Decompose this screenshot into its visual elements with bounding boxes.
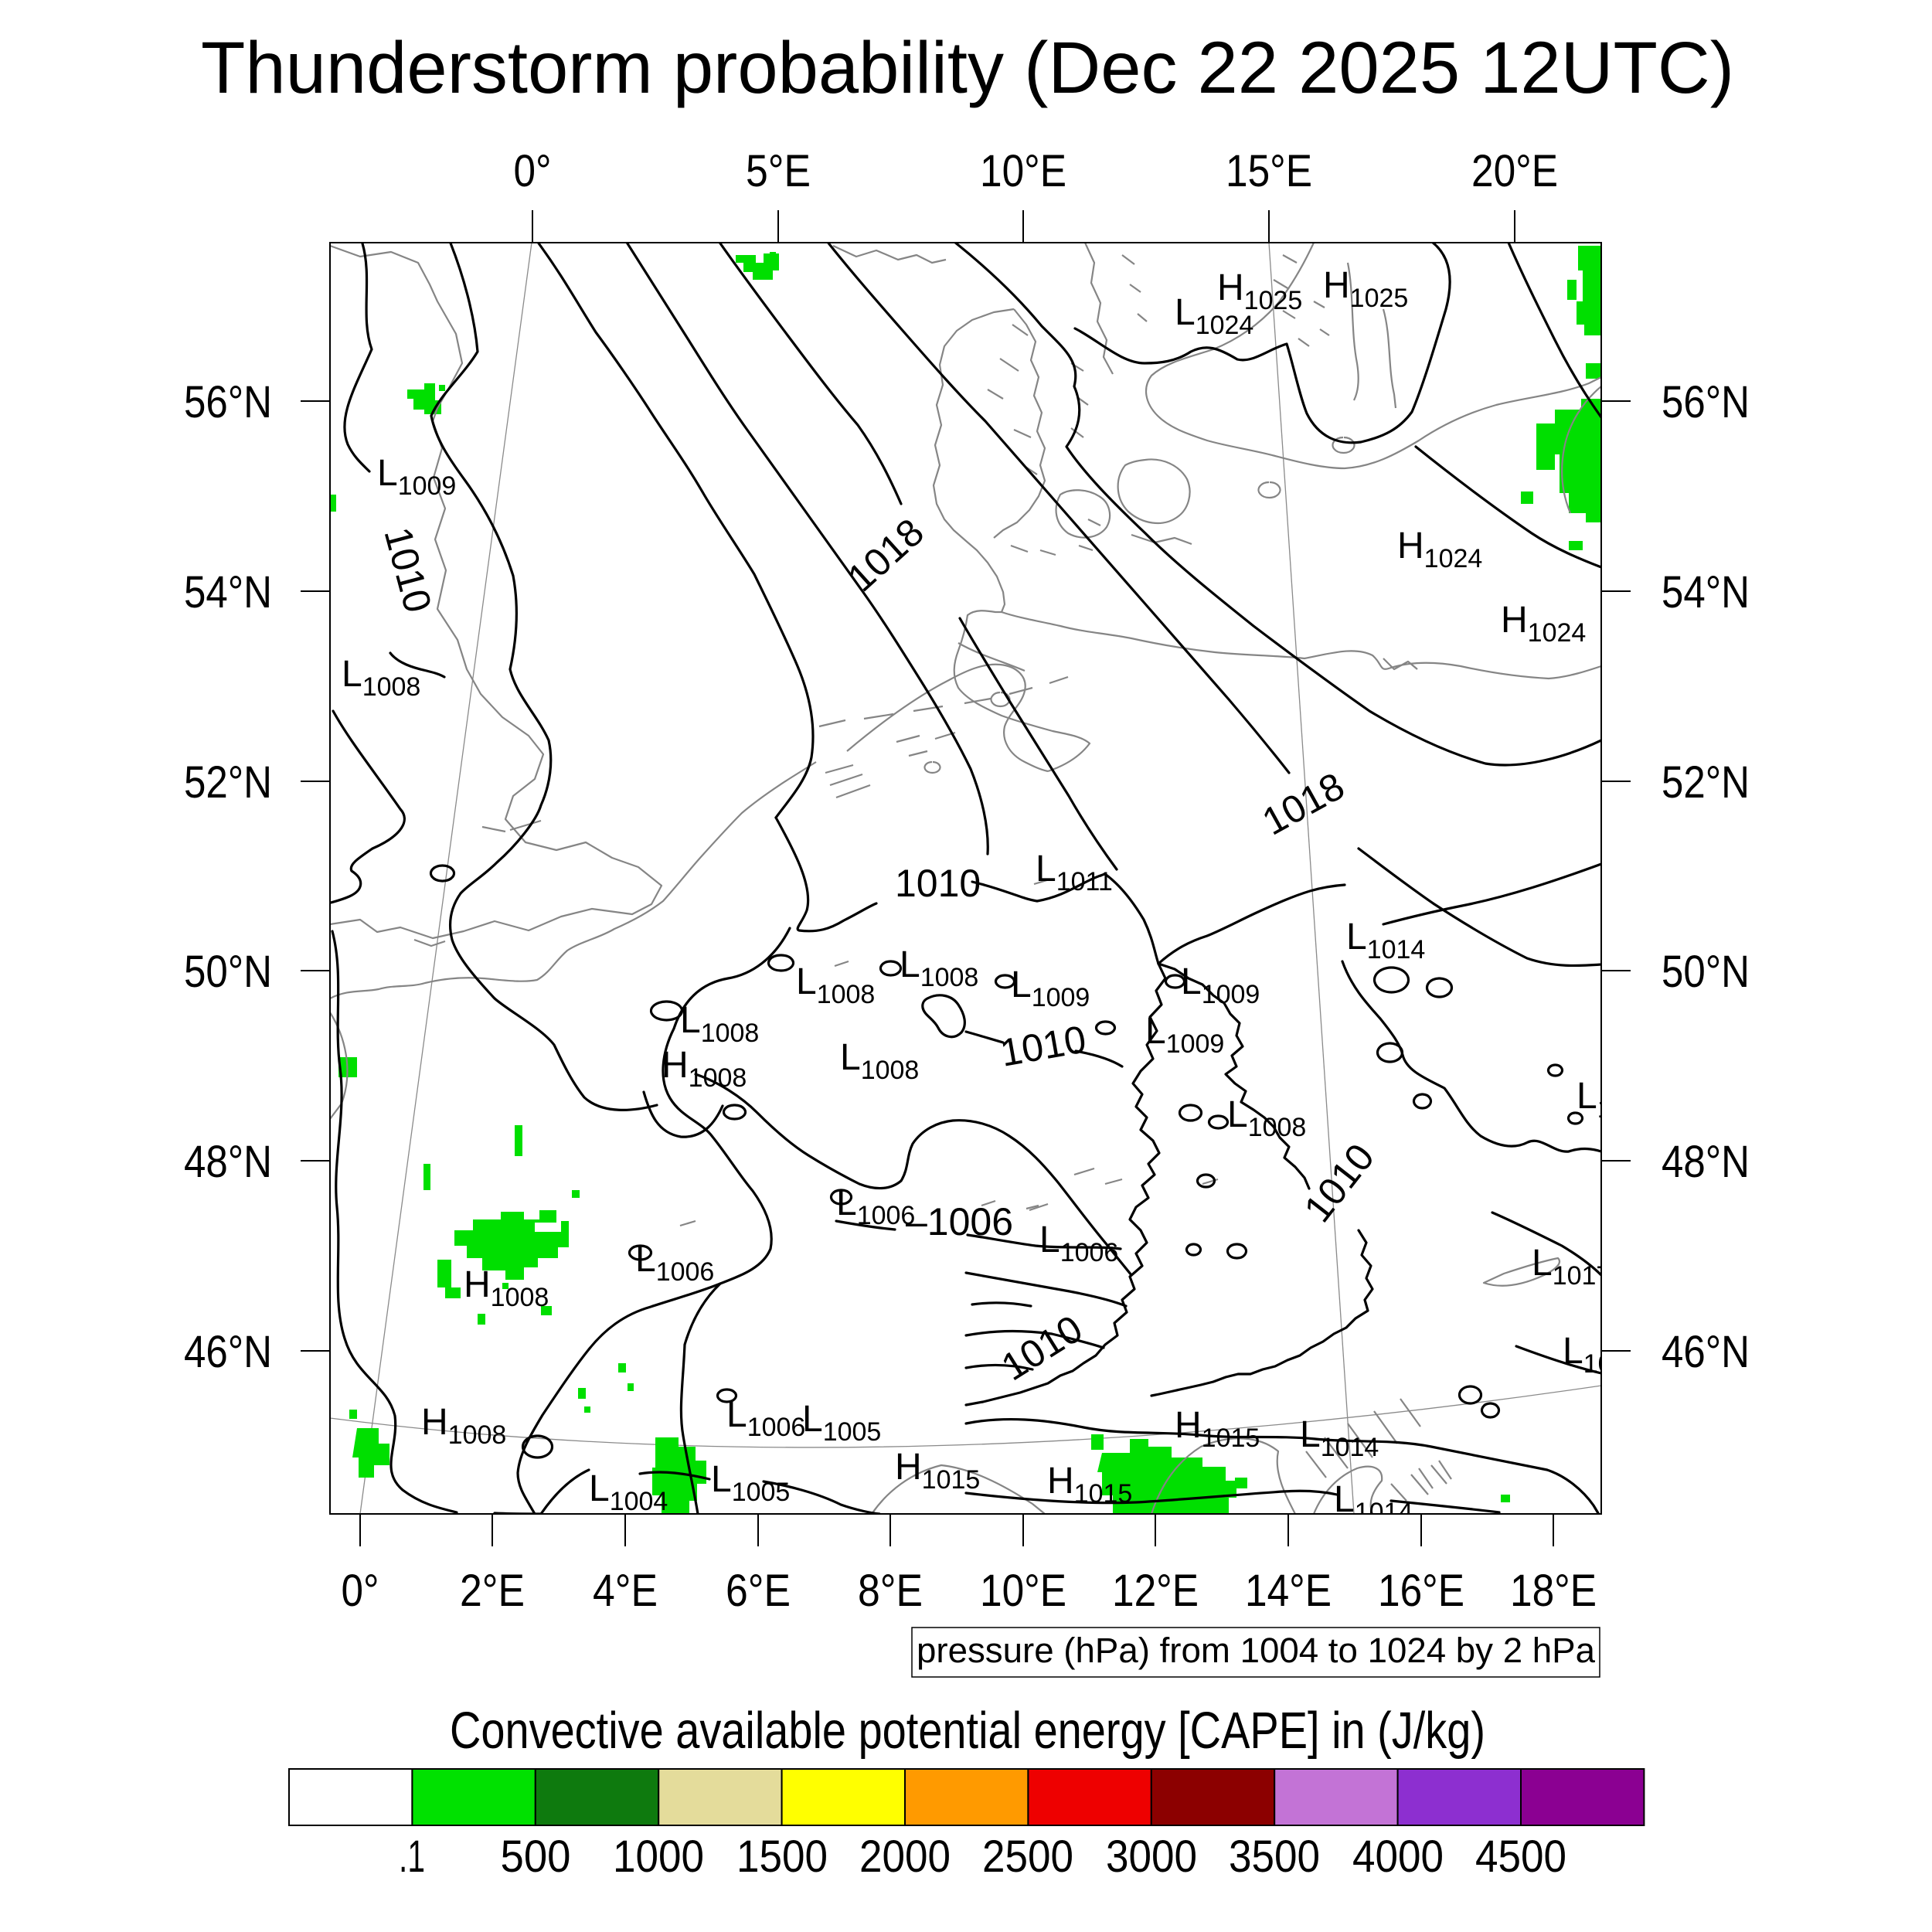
svg-text:1500: 1500: [736, 1832, 828, 1882]
svg-text:500: 500: [501, 1832, 571, 1882]
svg-text:4°E: 4°E: [593, 1566, 658, 1616]
svg-text:52°N: 52°N: [1662, 757, 1750, 808]
svg-text:10°E: 10°E: [980, 146, 1066, 196]
svg-text:48°N: 48°N: [1662, 1137, 1750, 1187]
svg-text:54°N: 54°N: [184, 567, 272, 617]
svg-text:0°: 0°: [514, 146, 552, 196]
svg-text:2°E: 2°E: [460, 1566, 525, 1616]
svg-text:L1014: L1014: [1346, 917, 1425, 964]
svg-text:3500: 3500: [1229, 1832, 1320, 1882]
svg-text:15°E: 15°E: [1226, 146, 1312, 196]
svg-text:50°N: 50°N: [184, 947, 272, 997]
svg-text:54°N: 54°N: [1662, 567, 1750, 617]
svg-text:10°E: 10°E: [980, 1566, 1066, 1616]
svg-text:L1008: L1008: [840, 1037, 919, 1085]
svg-text:1000: 1000: [613, 1832, 704, 1882]
svg-text:14°E: 14°E: [1245, 1566, 1332, 1616]
svg-text:0°: 0°: [342, 1566, 379, 1616]
svg-text:.1: .1: [399, 1832, 425, 1882]
svg-text:L1005: L1005: [711, 1459, 790, 1507]
svg-text:2000: 2000: [859, 1832, 951, 1882]
svg-text:46°N: 46°N: [1662, 1327, 1750, 1377]
svg-text:Convective available potential: Convective available potential energy [C…: [450, 1702, 1485, 1760]
svg-text:6°E: 6°E: [726, 1566, 791, 1616]
svg-text:18°E: 18°E: [1510, 1566, 1597, 1616]
svg-text:1010: 1010: [895, 862, 981, 905]
svg-text:3000: 3000: [1106, 1832, 1197, 1882]
svg-text:56°N: 56°N: [1662, 377, 1750, 427]
svg-text:46°N: 46°N: [184, 1327, 272, 1377]
svg-text:56°N: 56°N: [184, 377, 272, 427]
svg-text:L10: L10: [1577, 1076, 1627, 1124]
svg-text:pressure (hPa) from 1004 to 10: pressure (hPa) from 1004 to 1024 by 2 hP…: [917, 1631, 1596, 1670]
svg-text:16°E: 16°E: [1378, 1566, 1464, 1616]
svg-text:4500: 4500: [1475, 1832, 1566, 1882]
svg-text:2500: 2500: [982, 1832, 1073, 1882]
svg-text:H1015: H1015: [1175, 1405, 1260, 1453]
svg-text:8°E: 8°E: [858, 1566, 923, 1616]
svg-text:–1006: –1006: [906, 1200, 1013, 1243]
svg-text:20°E: 20°E: [1471, 146, 1558, 196]
svg-text:5°E: 5°E: [746, 146, 811, 196]
svg-text:52°N: 52°N: [184, 757, 272, 808]
svg-text:50°N: 50°N: [1662, 947, 1750, 997]
svg-text:Thunderstorm probability (Dec: Thunderstorm probability (Dec 22 2025 12…: [201, 27, 1734, 109]
svg-text:48°N: 48°N: [184, 1137, 272, 1187]
svg-text:4000: 4000: [1352, 1832, 1444, 1882]
svg-text:12°E: 12°E: [1112, 1566, 1199, 1616]
